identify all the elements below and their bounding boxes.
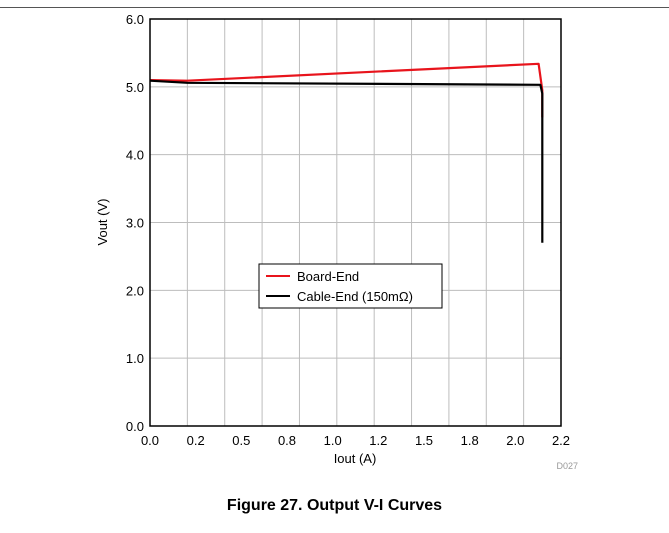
x-tick-label: 1.0 <box>324 433 342 448</box>
legend-label-cable-end: Cable-End (150mΩ) <box>297 289 413 304</box>
y-tick-label: 4.0 <box>126 148 144 163</box>
y-tick-label: 1.0 <box>126 351 144 366</box>
x-tick-label: 2.0 <box>506 433 524 448</box>
y-tick-label: 2.0 <box>126 283 144 298</box>
x-tick-label: 0.5 <box>232 433 250 448</box>
figure-id-label: D027 <box>556 461 578 471</box>
legend: Board-End Cable-End (150mΩ) <box>258 263 443 309</box>
tick-labels: 0.0 0.2 0.5 0.8 1.0 1.2 1.5 1.8 2.0 2.2 0.0 1.0 2.0 3… <box>126 12 570 448</box>
x-tick-label: 1.8 <box>461 433 479 448</box>
y-tick-label: 0.0 <box>126 419 144 434</box>
y-tick-label: 3.0 <box>126 216 144 231</box>
x-tick-label: 1.5 <box>415 433 433 448</box>
figure-caption: Figure 27. Output V-I Curves <box>226 497 443 514</box>
x-tick-label: 1.2 <box>369 433 387 448</box>
top-rule <box>0 7 669 8</box>
y-axis-label: Vout (V) <box>95 199 110 246</box>
y-tick-label: 6.0 <box>126 12 144 27</box>
legend-box <box>258 263 443 309</box>
grid <box>150 19 561 426</box>
x-tick-label: 0.0 <box>141 433 159 448</box>
y-tick-label: 5.0 <box>126 80 144 95</box>
plot-frame <box>149 18 562 427</box>
x-axis-label: Iout (A) <box>334 451 377 466</box>
legend-label-board-end: Board-End <box>297 269 359 284</box>
chart: 0.0 0.2 0.5 0.8 1.0 1.2 1.5 1.8 2.0 2.2 0.0 1.0 2.0 3… <box>95 12 578 471</box>
x-tick-label: 0.8 <box>278 433 296 448</box>
series-line-cable-end <box>149 79 544 243</box>
x-tick-label: 2.2 <box>552 433 570 448</box>
x-tick-label: 0.2 <box>187 433 205 448</box>
series-group <box>149 62 544 243</box>
